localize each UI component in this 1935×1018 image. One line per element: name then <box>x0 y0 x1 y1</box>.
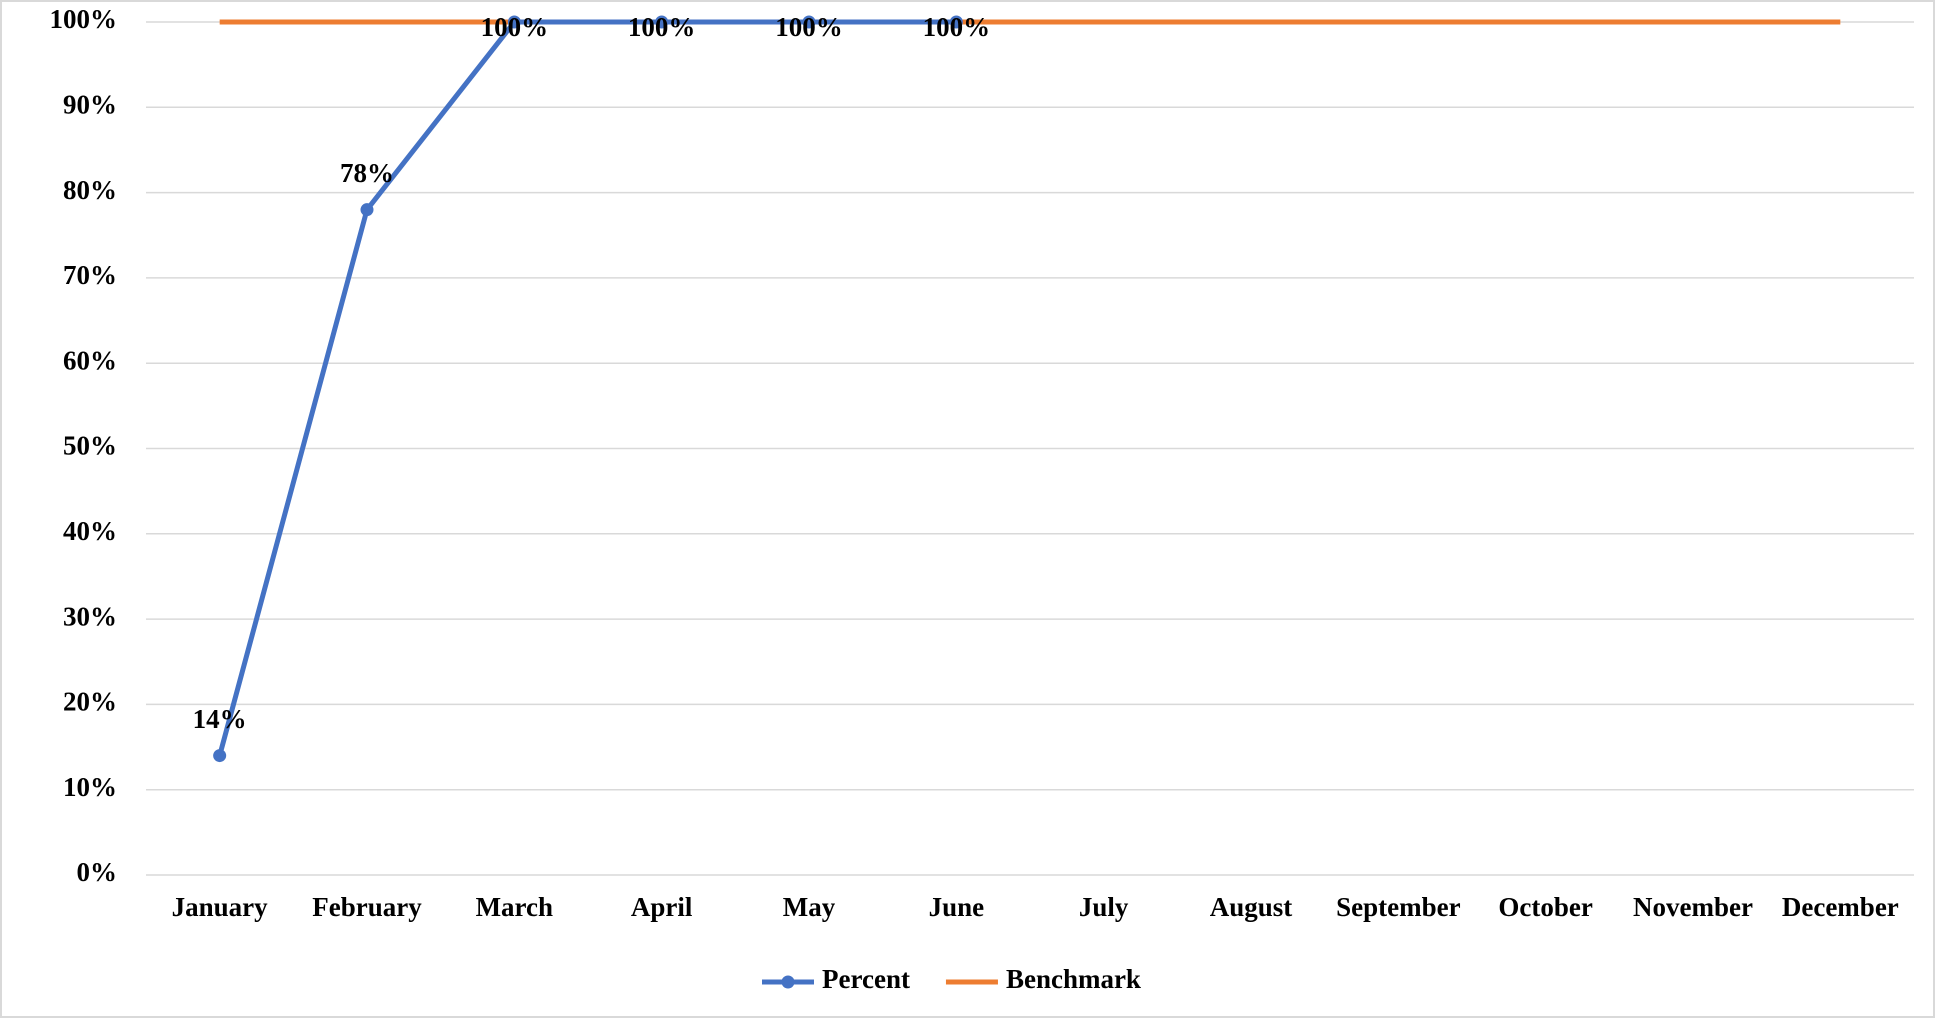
x-tick-label: June <box>929 892 985 922</box>
legend-label: Percent <box>822 964 910 994</box>
y-tick-label: 50% <box>63 431 117 461</box>
x-tick-label: May <box>783 892 836 922</box>
x-tick-label: February <box>312 892 422 922</box>
legend-marker <box>781 975 795 989</box>
data-label: 100% <box>923 12 991 42</box>
y-tick-label: 40% <box>63 516 117 546</box>
data-label: 100% <box>628 12 696 42</box>
y-tick-label: 90% <box>63 90 117 120</box>
y-tick-label: 80% <box>63 175 117 205</box>
x-tick-label: July <box>1079 892 1129 922</box>
y-tick-label: 70% <box>63 260 117 290</box>
data-point <box>507 15 521 29</box>
y-tick-label: 10% <box>63 772 117 802</box>
series-line <box>217 19 957 757</box>
x-tick-label: December <box>1782 892 1899 922</box>
x-tick-label: March <box>476 892 553 922</box>
legend-label: Benchmark <box>1006 964 1141 994</box>
x-tick-label: September <box>1336 892 1460 922</box>
x-tick-label: August <box>1210 892 1293 922</box>
data-point <box>802 15 816 29</box>
y-tick-label: 60% <box>63 345 117 375</box>
data-point <box>360 203 374 217</box>
x-tick-label: October <box>1498 892 1592 922</box>
data-label: 100% <box>775 12 843 42</box>
data-label: 14% <box>193 704 247 734</box>
y-tick-label: 0% <box>77 857 118 887</box>
x-tick-label: April <box>631 892 693 922</box>
x-tick-label: November <box>1633 892 1753 922</box>
data-label: 100% <box>481 12 549 42</box>
data-point <box>949 15 963 29</box>
x-tick-label: January <box>172 892 269 922</box>
y-tick-label: 30% <box>63 601 117 631</box>
data-label: 78% <box>340 158 394 188</box>
y-tick-label: 20% <box>63 687 117 717</box>
data-point <box>655 15 669 29</box>
y-tick-label: 100% <box>50 4 118 34</box>
data-point <box>213 749 227 763</box>
